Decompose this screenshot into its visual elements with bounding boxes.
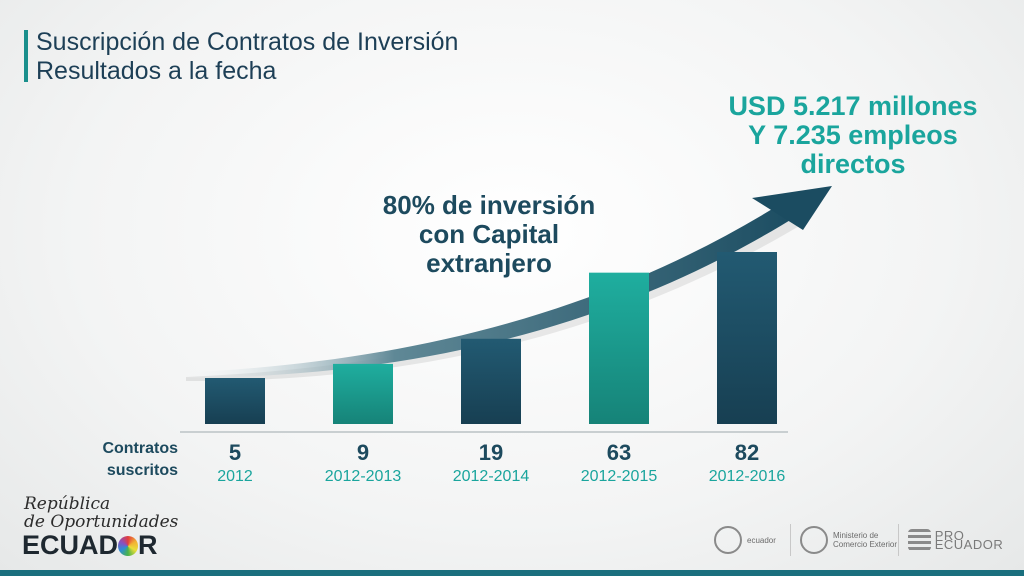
callout-line-1: 80% de inversión	[382, 190, 596, 220]
partner-divider	[898, 524, 899, 556]
bar-value-label-2: 9	[357, 440, 369, 465]
slide-title-line-2: Resultados a la fecha	[36, 57, 277, 85]
bar-value-label-3: 19	[479, 440, 503, 465]
bar-value-label-4: 63	[607, 440, 631, 465]
bar-2	[333, 363, 393, 424]
bar-period-label-3: 2012-2014	[453, 468, 530, 485]
logo-country-word: ECUAD R	[22, 530, 158, 561]
ministerio-emblem-icon	[800, 526, 828, 554]
trend-arrow-head	[752, 186, 832, 230]
title-accent-bar	[24, 30, 28, 82]
partner-ecuador-label: ecuador	[747, 535, 776, 545]
logo-script-line-2: de Oportunidades	[24, 512, 179, 532]
bar-4	[589, 272, 649, 424]
bar-period-label-1: 2012	[217, 468, 253, 485]
partner-logo-proecuador: PRO ECUADOR	[898, 520, 1024, 560]
row-label-line-2: suscritos	[106, 462, 178, 479]
proecuador-label: PRO ECUADOR	[934, 528, 1004, 552]
bar-value-label-1: 5	[229, 440, 241, 465]
bars-group	[205, 252, 777, 424]
ministerio-line-1: Ministerio de	[833, 531, 879, 540]
ecuador-emblem-icon	[714, 526, 742, 554]
headline-line-3: directos	[800, 149, 906, 179]
logo-word-before: ECUAD	[22, 530, 119, 560]
callout-line-2: con Capital	[418, 219, 560, 249]
labels-group: 5 2012 9 2012-2013 19 2012-2014 63 2012-2015 82 2…	[217, 440, 785, 485]
contracts-row-label: Contratos suscritos	[62, 438, 178, 482]
slide-title-line-1: Suscripción de Contratos de Inversión	[36, 28, 459, 56]
bottom-accent-strip	[0, 570, 1024, 576]
callout-line-3: extranjero	[426, 248, 552, 278]
headline-line-2: Y 7.235 empleos	[748, 120, 958, 150]
bar-5	[717, 252, 777, 424]
ministerio-line-2: Comercio Exterior	[833, 540, 898, 549]
partner-ministerio-text: Ministerio de Comercio Exterior	[833, 531, 897, 549]
bar-value-label-5: 82	[735, 440, 759, 465]
bar-period-label-5: 2012-2016	[709, 468, 786, 485]
proecuador-mark-icon	[908, 529, 931, 551]
bar-1	[205, 378, 265, 424]
partner-divider	[790, 524, 791, 556]
investment-headline: USD 5.217 millones Y 7.235 empleos direc…	[690, 92, 1016, 179]
bar-period-label-2: 2012-2013	[325, 468, 402, 485]
logo-word-after: R	[138, 530, 158, 560]
headline-line-1: USD 5.217 millones	[728, 91, 978, 121]
partner-logo-ecuador: ecuador	[714, 520, 776, 560]
slide-title: Suscripción de Contratos de Inversión Re…	[36, 28, 458, 86]
bar-3	[461, 338, 521, 424]
foreign-capital-callout: 80% de inversión con Capital extranjero	[356, 191, 622, 278]
partner-logo-ministerio: Ministerio de Comercio Exterior	[790, 520, 897, 560]
row-label-line-1: Contratos	[102, 440, 178, 457]
logo-o-mark-icon	[118, 536, 139, 556]
republica-de-oportunidades-logo: República de Oportunidades ECUAD R	[16, 494, 178, 562]
logo-script-line-1: República	[24, 494, 111, 514]
bar-period-label-4: 2012-2015	[581, 468, 658, 485]
